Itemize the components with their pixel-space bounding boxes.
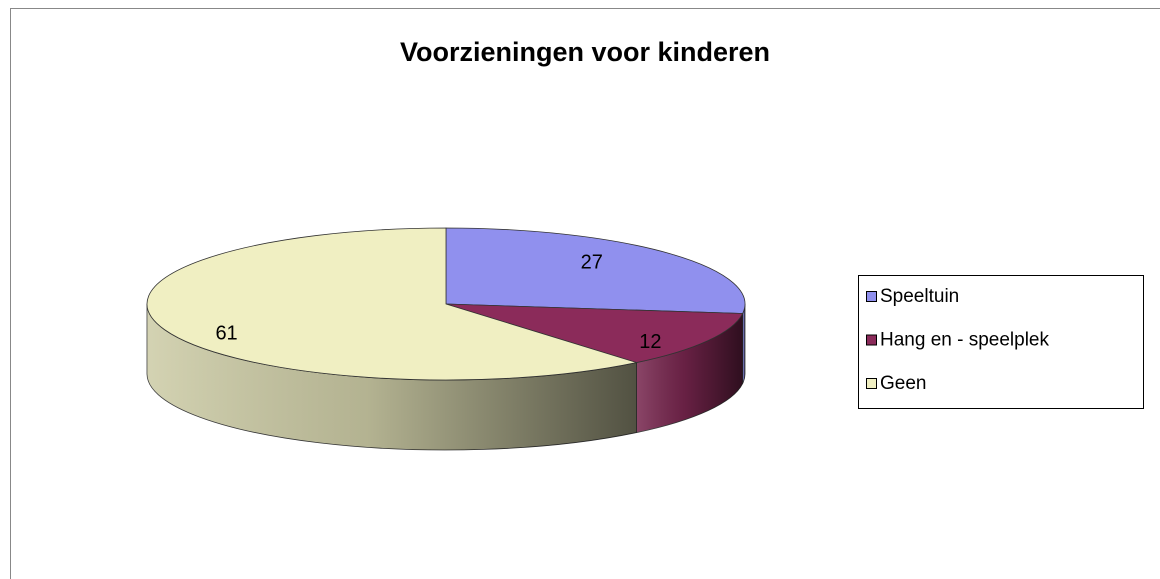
legend <box>858 275 1144 409</box>
slice <box>445 303 744 363</box>
slice <box>445 227 746 314</box>
legend-label: Geen <box>880 373 926 394</box>
slice-side-shade <box>742 304 745 384</box>
chart-title: Voorzieningen voor kinderen <box>400 37 770 67</box>
slice <box>146 227 637 381</box>
data-label: 27 <box>581 252 603 274</box>
slice-side-shade <box>147 304 637 451</box>
legend-swatch <box>866 378 877 389</box>
data-label: 61 <box>215 322 237 344</box>
pie: 27 12 61 <box>146 227 746 451</box>
legend-entries: Speeltuin Hang en - speelplek Geen <box>866 286 1049 394</box>
legend-swatch <box>866 291 877 302</box>
data-label: 12 <box>639 331 661 353</box>
slice-side-shade <box>636 313 743 433</box>
legend-label: Hang en - speelplek <box>880 330 1049 351</box>
legend-label: Speeltuin <box>880 286 959 307</box>
legend-swatch <box>866 334 877 346</box>
